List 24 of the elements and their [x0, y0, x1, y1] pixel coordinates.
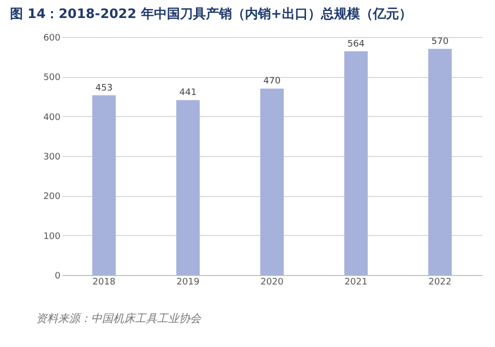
data-label: 570 [431, 36, 449, 47]
bar [260, 88, 284, 275]
y-tick-label: 200 [43, 192, 61, 202]
data-label: 453 [95, 83, 113, 94]
bar [92, 95, 116, 275]
data-label: 470 [263, 76, 281, 87]
x-tick-label: 2019 [176, 278, 200, 288]
y-tick-label: 100 [43, 232, 61, 242]
y-tick-label: 0 [54, 272, 61, 282]
x-tick-label: 2021 [344, 278, 368, 288]
data-label: 564 [347, 39, 365, 50]
y-tick-label: 300 [43, 152, 61, 162]
bar [428, 48, 452, 275]
data-label: 441 [179, 88, 197, 98]
x-tick-label: 2018 [92, 278, 116, 288]
x-tick-label: 2022 [428, 278, 452, 288]
bar [176, 100, 200, 275]
text: 资料来源：中国机床工具工业协会 [36, 312, 202, 325]
x-tick-label: 2020 [260, 278, 284, 288]
y-tick-label: 600 [43, 34, 61, 44]
y-tick-label: 500 [43, 73, 61, 84]
bar [344, 51, 368, 275]
y-tick-label: 400 [43, 112, 61, 123]
chart-title: 图 14：2018-2022 年中国刀具产销（内销+出口）总规模（亿元） [10, 6, 412, 22]
